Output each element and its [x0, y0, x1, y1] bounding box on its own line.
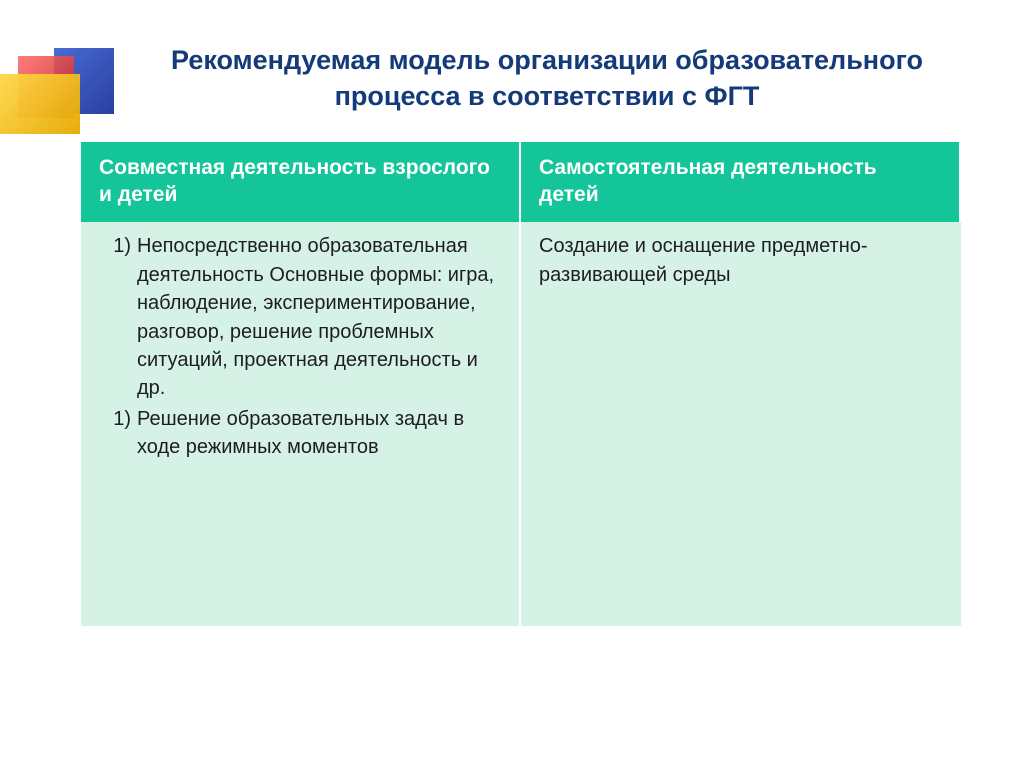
list-number: 1): [99, 405, 131, 433]
col1-list: 1) Непосредственно образовательная деяте…: [99, 232, 501, 461]
table-body-col1: 1) Непосредственно образовательная деяте…: [81, 222, 521, 626]
list-item: 1) Решение образовательных задач в ходе …: [99, 405, 501, 462]
table-header-col1: Совместная деятельность взрослого и дете…: [81, 142, 521, 223]
model-table: Совместная деятельность взрослого и дете…: [80, 141, 962, 628]
list-text: Непосредственно образовательная деятельн…: [137, 235, 494, 399]
table-body-col2: Создание и оснащение предметно-развивающ…: [521, 222, 961, 626]
col2-text: Создание и оснащение предметно-развивающ…: [539, 235, 868, 285]
list-text: Решение образовательных задач в ходе реж…: [137, 408, 464, 458]
list-number: 1): [99, 232, 131, 260]
page-title: Рекомендуемая модель организации образов…: [150, 42, 944, 115]
title-container: Рекомендуемая модель организации образов…: [0, 0, 1024, 115]
list-item: 1) Непосредственно образовательная деяте…: [99, 232, 501, 402]
table-header-col2: Самостоятельная деятельность детей: [521, 142, 961, 223]
